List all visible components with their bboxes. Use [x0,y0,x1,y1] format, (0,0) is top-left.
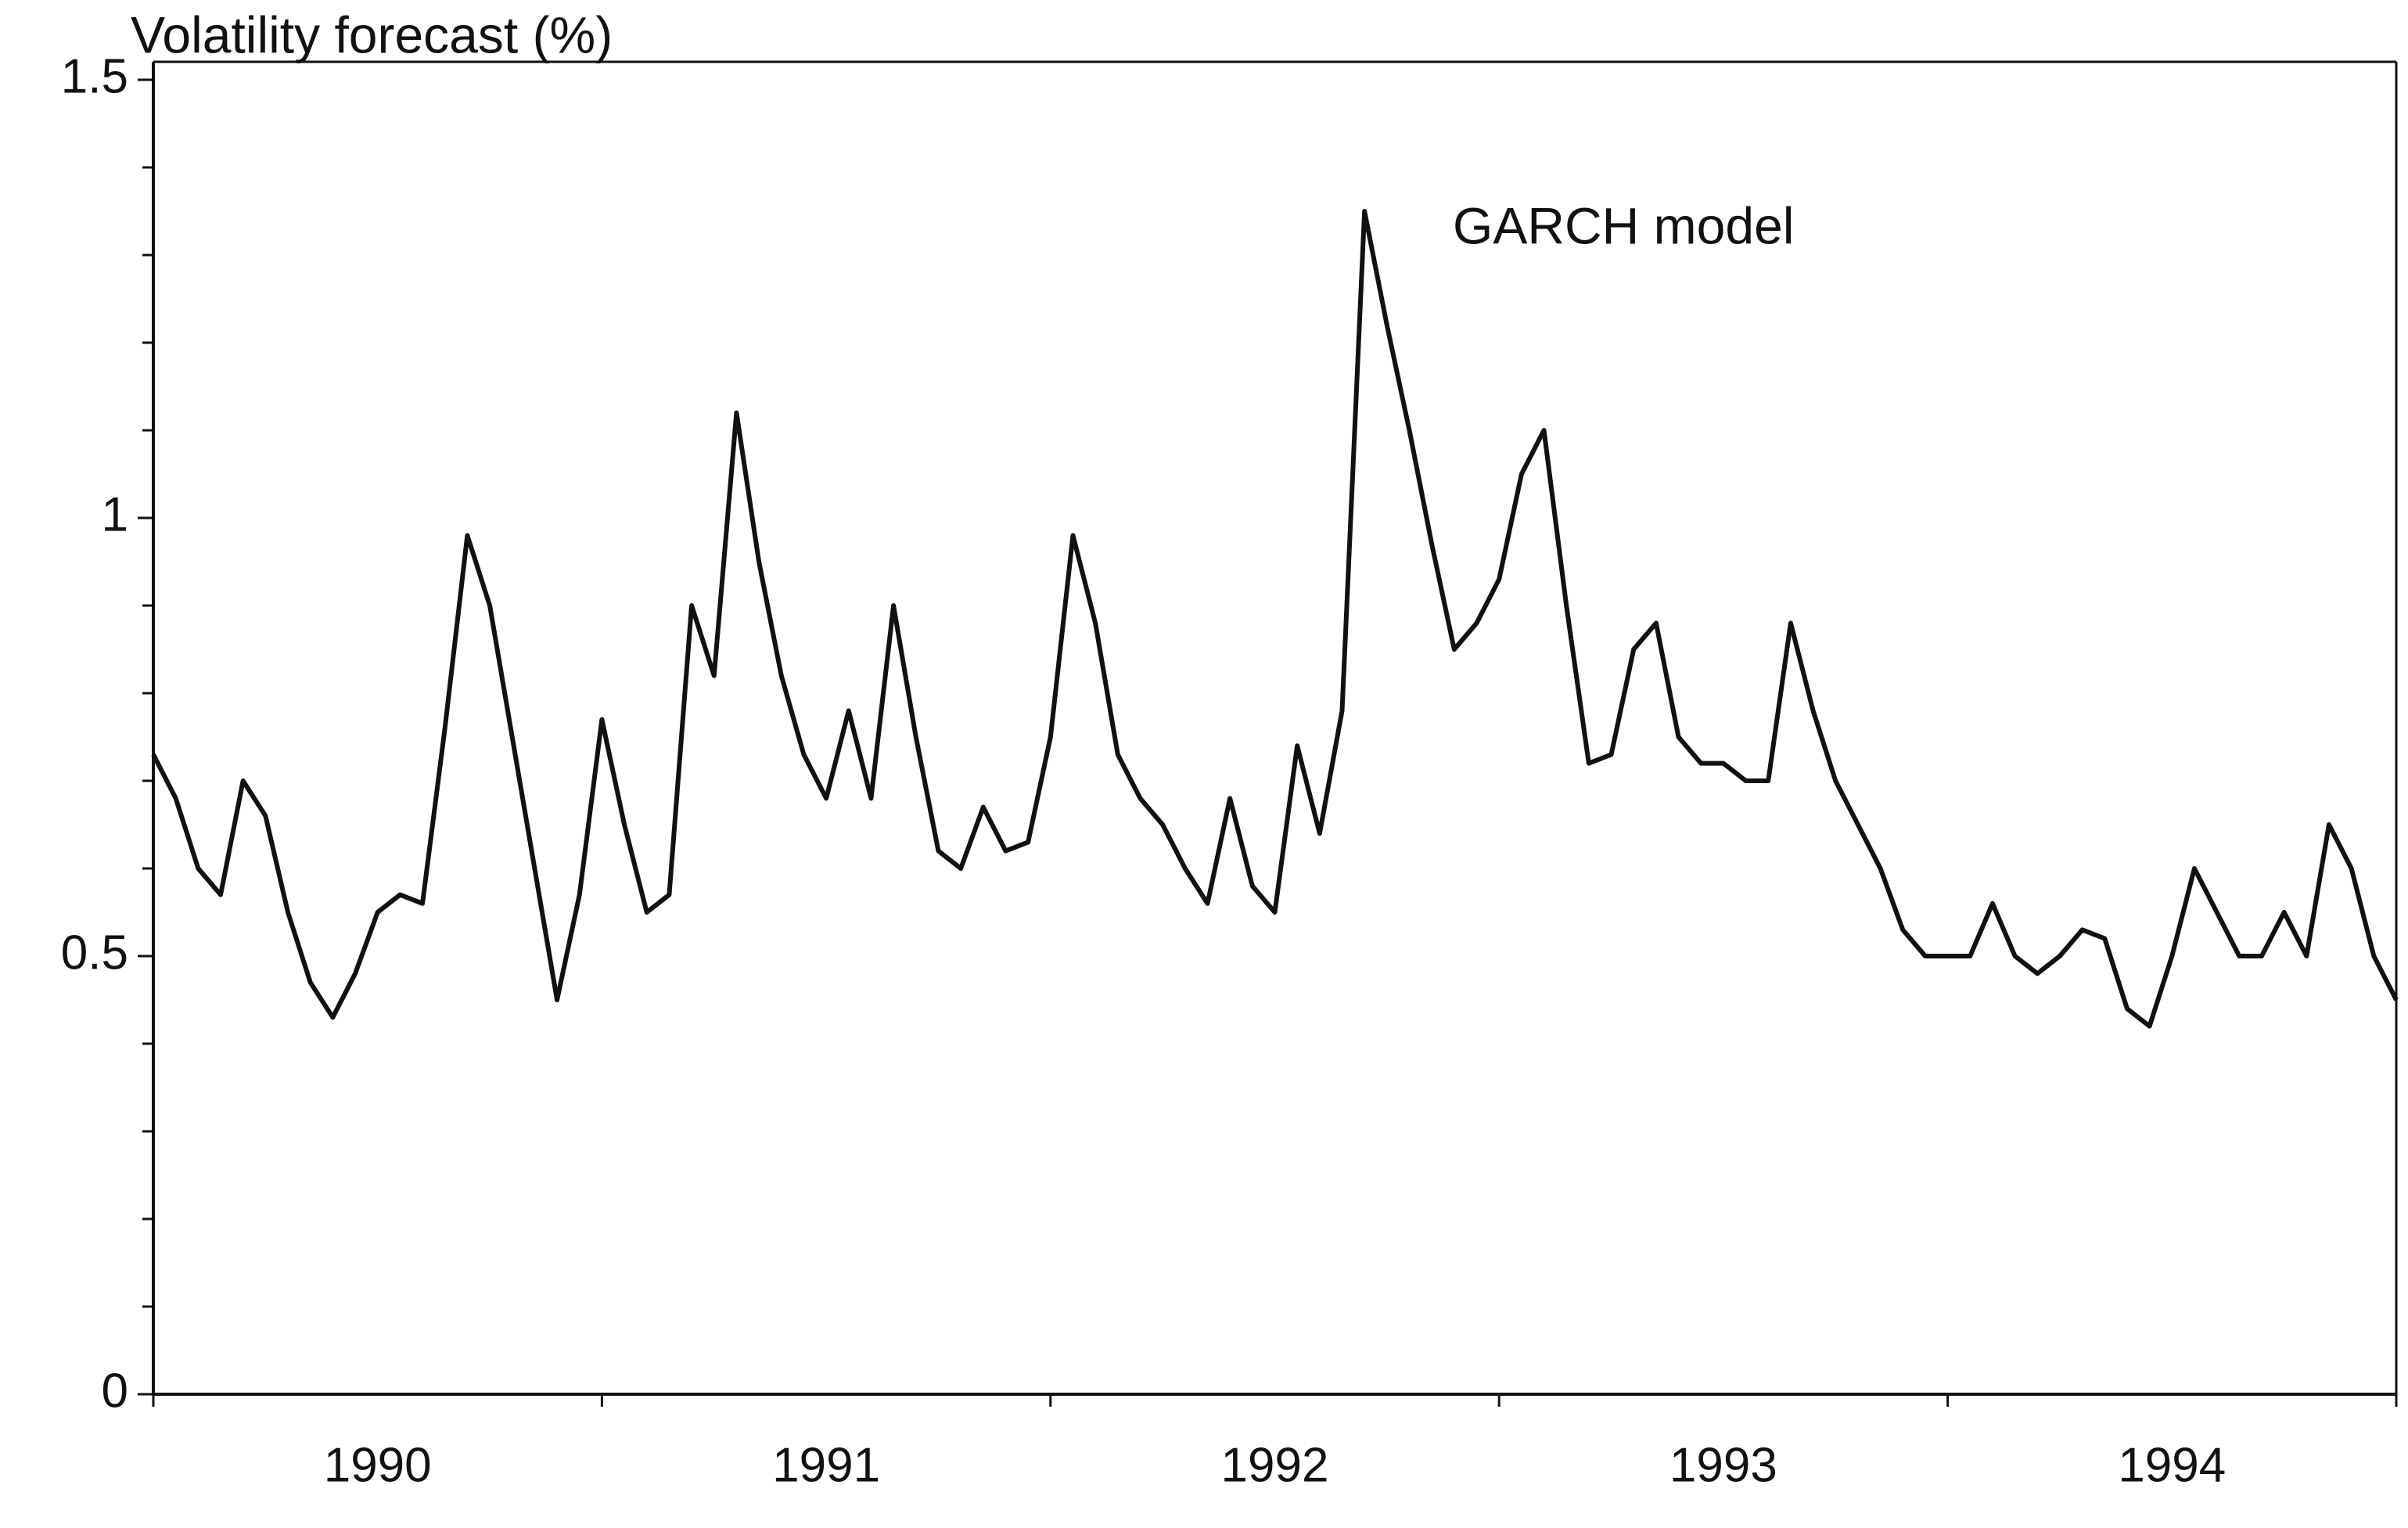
y-tick-label: 1 [102,487,128,541]
y-tick-label: 0.5 [61,926,128,980]
x-tick-label: 1991 [772,1438,880,1492]
series-line [151,209,2399,1029]
annotation: GARCH model [1453,196,1794,254]
x-tick-label: 1992 [1221,1438,1329,1492]
y-tick-label: 1.5 [61,49,128,103]
y-tick-label: 0 [102,1364,128,1418]
x-tick-label: 1990 [324,1438,432,1492]
x-tick-label: 1993 [1669,1438,1777,1492]
chart-title: Volatility forecast (%) [131,5,613,63]
x-tick-label: 1994 [2118,1438,2226,1492]
